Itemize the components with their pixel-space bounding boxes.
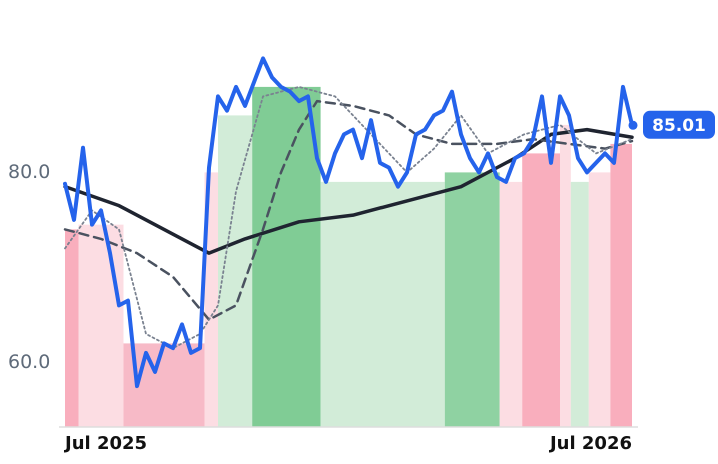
band [65, 229, 79, 427]
last-value-badge [643, 110, 715, 139]
x-tick-label: Jul 2025 [63, 433, 147, 454]
band [610, 143, 632, 427]
band [588, 172, 611, 427]
x-tick-label: Jul 2026 [548, 433, 632, 454]
series-line [63, 56, 634, 389]
y-tick-label: 60.0 [8, 351, 50, 373]
band [499, 181, 523, 427]
band [444, 172, 500, 427]
band [522, 153, 560, 427]
series-line [64, 86, 633, 350]
band [320, 181, 445, 427]
band [204, 172, 218, 427]
band [252, 86, 321, 428]
band [570, 181, 589, 427]
y-tick-label: 80.0 [8, 161, 50, 183]
series-line [63, 127, 634, 255]
band [560, 124, 571, 428]
last-point [628, 120, 638, 130]
band [78, 224, 124, 427]
last-value-label: 85.01 [652, 116, 706, 136]
